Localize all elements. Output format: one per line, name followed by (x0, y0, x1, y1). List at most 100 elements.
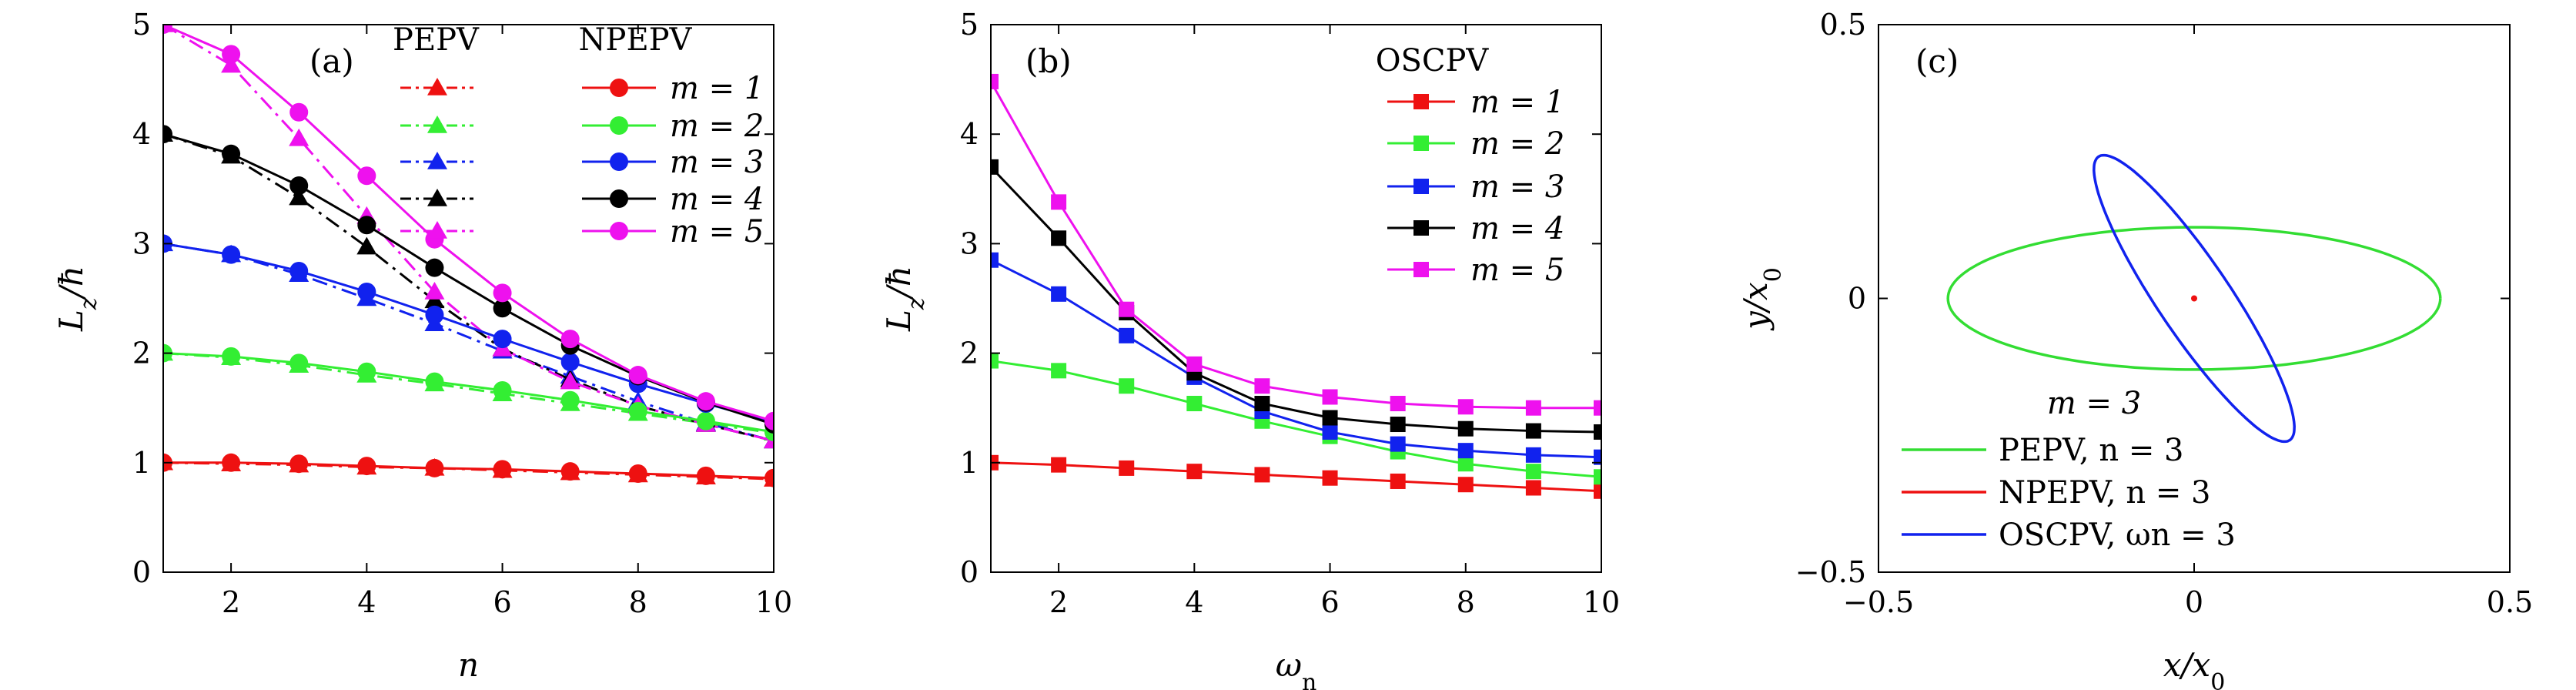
legend-marker-oscpv (1413, 136, 1429, 151)
panel-label: (a) (309, 42, 354, 80)
data-point-npepv-m5 (493, 283, 512, 303)
x-tick-label: −0.5 (1843, 585, 1914, 619)
data-point-oscpv-m3 (991, 252, 999, 268)
data-point-npepv-m2 (222, 347, 241, 366)
legend-label: m = 4 (1470, 211, 1564, 246)
legend-marker-pepv (427, 152, 447, 169)
legend: OSCPV m = 1 m = 2 m = 3 m = 4 m = 5 (1376, 43, 1565, 288)
y-tick-label: 4 (960, 117, 979, 151)
data-point-oscpv-m5 (1119, 301, 1135, 317)
legend-marker-pepv (427, 78, 447, 95)
data-point-oscpv-m3 (1119, 327, 1135, 343)
legend-marker-pepv (427, 189, 447, 206)
series-line-pepv-m1 (163, 461, 774, 481)
x-axis-label: n (458, 646, 479, 684)
data-point-oscpv-m3 (1594, 449, 1601, 465)
data-point-pepv-m4 (424, 290, 445, 309)
data-point-pepv-m5 (221, 55, 242, 73)
data-point-npepv-m1 (425, 458, 444, 477)
data-point-npepv-m5 (764, 411, 774, 430)
data-point-npepv-m2 (357, 362, 376, 381)
legend-label: m = 1 (670, 71, 764, 106)
y-tick-label: 0.5 (1820, 8, 1866, 42)
legend: m = 3 PEPV, n = 3 NPEPV, n = 3 OSCPV, ωn = … (1902, 386, 2236, 553)
y-tick-label: 5 (960, 8, 979, 42)
series-line-oscpv-m1 (991, 461, 1601, 493)
ellipse-npepv (2191, 295, 2197, 302)
data-point-npepv-m2 (493, 380, 512, 400)
x-tick-label: 2 (1049, 585, 1068, 619)
data-point-oscpv-m1 (1322, 470, 1338, 486)
ellipse-oscpv (2093, 153, 2296, 444)
panel-b: 2 4 6 8 10 0 1 2 3 4 5 (b) Lz/ħ ωn OSCPV m = 1 m = 2 m = … (880, 8, 1620, 690)
x-axis-label: x/x0 (2163, 646, 2226, 690)
data-point-oscpv-m4 (1254, 396, 1270, 412)
series-line-npepv-m3 (163, 242, 774, 424)
legend: PEPV NPEPV m = 1m = 2m = 3m = 4m = 5 (393, 22, 764, 250)
ellipse-pepv (1946, 226, 2442, 371)
data-point-pepv-m4 (289, 187, 309, 206)
data-point-oscpv-m5 (1525, 400, 1541, 416)
x-axis-label: ωn (1276, 646, 1317, 690)
series-line-npepv-m1 (163, 461, 774, 480)
data-point-oscpv-m4 (1051, 230, 1067, 246)
data-point-npepv-m4 (425, 258, 444, 277)
data-point-npepv-m3 (222, 245, 241, 264)
y-tick-label: 1 (132, 446, 151, 480)
data-point-npepv-m4 (222, 144, 241, 163)
legend-marker-oscpv (1413, 179, 1429, 194)
data-point-oscpv-m1 (1254, 467, 1270, 483)
data-point-npepv-m3 (425, 305, 444, 324)
data-point-npepv-m1 (289, 454, 309, 474)
legend-label: m = 3 (670, 145, 764, 180)
data-point-oscpv-m4 (1457, 420, 1474, 437)
data-point-oscpv-m2 (991, 353, 999, 369)
y-tick-label: −0.5 (1795, 555, 1866, 589)
plot-frame-a (162, 24, 774, 573)
legend-label: m = 2 (670, 109, 764, 144)
data-point-oscpv-m5 (1254, 378, 1270, 394)
data-point-npepv-m5 (289, 102, 309, 122)
y-tick-label: 5 (132, 8, 151, 42)
series-group (991, 73, 1601, 499)
data-point-npepv-m5 (357, 166, 376, 186)
data-point-oscpv-m2 (1051, 363, 1067, 379)
plot-frame-b (990, 24, 1602, 573)
data-point-oscpv-m5 (1051, 194, 1067, 210)
data-point-npepv-m5 (628, 366, 647, 385)
data-point-oscpv-m2 (1457, 456, 1474, 472)
series-line-npepv-m5 (163, 25, 774, 423)
data-point-npepv-m1 (628, 464, 647, 484)
data-point-oscpv-m3 (1051, 286, 1067, 302)
data-point-npepv-m1 (696, 466, 715, 485)
y-tick-label: 3 (132, 226, 151, 260)
legend-marker-npepv (610, 189, 628, 208)
data-point-oscpv-m1 (1594, 483, 1601, 499)
y-tick-label: 1 (960, 446, 979, 480)
x-tick-label: 4 (1185, 585, 1203, 619)
data-point-oscpv-m2 (1525, 464, 1541, 480)
data-point-oscpv-m1 (1525, 480, 1541, 496)
y-axis-label: Lz/ħ (880, 266, 930, 332)
data-point-npepv-m4 (289, 176, 309, 196)
data-point-npepv-m1 (222, 453, 241, 472)
x-tick-label: 0.5 (2487, 585, 2533, 619)
y-axis-label: Lz/ħ (52, 266, 102, 332)
x-tick-label: 8 (629, 585, 647, 619)
legend-label: m = 5 (670, 214, 764, 250)
data-point-oscpv-m3 (1457, 443, 1474, 459)
data-point-oscpv-m5 (1322, 389, 1338, 405)
legend-label: PEPV, n = 3 (1999, 433, 2184, 468)
legend-marker-npepv (610, 222, 628, 240)
data-point-npepv-m2 (289, 353, 309, 373)
x-tick-label: 6 (1320, 585, 1339, 619)
data-point-oscpv-m4 (1594, 424, 1601, 440)
legend-title: m = 3 (2047, 386, 2141, 421)
x-tick-label: 10 (755, 585, 792, 619)
data-point-oscpv-m1 (1051, 457, 1067, 473)
series-line-npepv-m2 (163, 352, 774, 434)
data-point-npepv-m1 (493, 460, 512, 479)
series-line-oscpv-m3 (991, 259, 1601, 459)
y-tick-label: 0 (960, 555, 979, 589)
